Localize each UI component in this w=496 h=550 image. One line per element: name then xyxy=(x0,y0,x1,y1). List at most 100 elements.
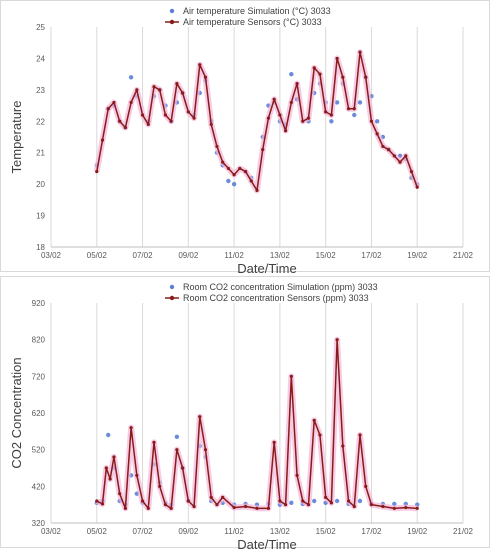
data-point xyxy=(169,119,173,123)
data-point xyxy=(312,418,316,422)
co2-chart-panel: 320 420 520 620 720 820 920 03/02 05/02 07/02 09/0… xyxy=(0,276,490,549)
legend-label: Air temperature Sensors (°C) 3033 xyxy=(183,17,322,27)
series-halo xyxy=(93,49,421,194)
legend-entry: Air temperature Sensors (°C) 3033 xyxy=(165,17,322,27)
data-point xyxy=(404,506,408,510)
x-tick-label: 15/02 xyxy=(316,527,337,536)
data-point xyxy=(106,107,110,111)
data-point xyxy=(140,113,145,117)
temperature-chart-panel: 18 19 20 21 22 23 24 25 03/02 05/02 07/02 09/02 11/0… xyxy=(0,0,490,273)
data-point xyxy=(295,473,299,477)
x-tick-label: 19/02 xyxy=(407,527,428,536)
data-point xyxy=(146,122,150,127)
data-point xyxy=(158,88,162,92)
legend-marker xyxy=(169,19,175,25)
temperature-chart: 18 19 20 21 22 23 24 25 03/02 05/02 07/02 09/02 11/0… xyxy=(9,6,474,273)
data-point xyxy=(215,503,219,507)
x-axis-title: Date/Time xyxy=(237,537,296,549)
data-point xyxy=(375,132,379,136)
x-tick-label: 13/02 xyxy=(270,251,291,260)
data-point xyxy=(181,466,185,470)
series-sensors xyxy=(93,49,421,194)
x-tick-label: 09/02 xyxy=(178,527,199,536)
data-point xyxy=(255,188,259,193)
y-tick-label: 18 xyxy=(36,243,45,252)
y-tick-label: 25 xyxy=(36,23,45,32)
data-point xyxy=(335,338,339,342)
data-point xyxy=(312,66,316,70)
data-point xyxy=(198,415,202,419)
data-point xyxy=(409,169,414,174)
y-tick-label: 22 xyxy=(36,117,45,126)
data-point xyxy=(221,160,225,164)
x-tick-label: 17/02 xyxy=(361,527,382,536)
y-tick-label: 21 xyxy=(36,149,45,158)
data-point xyxy=(381,504,385,509)
data-point xyxy=(272,97,276,101)
data-point xyxy=(112,100,116,105)
data-point xyxy=(352,107,356,111)
data-point xyxy=(392,501,397,507)
data-point xyxy=(192,504,196,509)
data-point xyxy=(341,75,345,79)
data-point xyxy=(301,119,305,123)
data-point xyxy=(192,116,196,120)
data-point xyxy=(295,81,299,86)
data-point xyxy=(135,88,139,92)
y-tick-label: 20 xyxy=(36,180,45,189)
data-point xyxy=(284,129,288,133)
data-point xyxy=(169,506,173,510)
data-point xyxy=(301,499,305,503)
data-point xyxy=(175,81,179,86)
data-point xyxy=(209,495,213,499)
data-point xyxy=(140,499,145,503)
data-point xyxy=(324,495,328,499)
y-tick-label: 620 xyxy=(32,409,46,418)
y-tick-label: 920 xyxy=(32,299,46,308)
x-tick-label: 11/02 xyxy=(224,251,244,260)
legend-label: Air temperature Simulation (°C) 3033 xyxy=(183,6,331,16)
data-point xyxy=(324,110,328,114)
data-point xyxy=(100,138,105,142)
data-point xyxy=(415,506,419,510)
y-tick-label: 520 xyxy=(32,446,46,455)
series-sensors xyxy=(95,336,419,512)
legend-entry: Room CO2 concentration Sensors (ppm) 303… xyxy=(165,293,369,303)
x-tick-label: 05/02 xyxy=(87,527,108,536)
data-point xyxy=(174,434,180,440)
data-point xyxy=(129,426,133,430)
data-point xyxy=(374,119,380,124)
y-tick-label: 19 xyxy=(36,212,45,221)
x-axis-title: Date/Time xyxy=(237,261,296,273)
data-point xyxy=(108,477,112,481)
x-tick-label: 07/02 xyxy=(133,251,154,260)
data-point xyxy=(175,448,179,452)
data-point xyxy=(198,63,202,67)
data-point xyxy=(352,504,356,509)
data-point xyxy=(232,173,236,177)
data-point xyxy=(357,498,363,504)
x-tick-label: 21/02 xyxy=(453,527,474,536)
legend-marker xyxy=(169,8,175,14)
data-point xyxy=(146,506,150,510)
data-point xyxy=(203,448,208,452)
legend-entry: Room CO2 concentration Simulation (ppm) … xyxy=(169,282,378,292)
data-point xyxy=(261,147,265,152)
data-point xyxy=(289,374,293,378)
data-point xyxy=(266,506,271,510)
data-point xyxy=(364,484,368,488)
data-point xyxy=(215,144,219,149)
data-point xyxy=(357,100,363,105)
data-point xyxy=(335,56,339,61)
data-point xyxy=(231,181,237,187)
data-point xyxy=(329,501,333,505)
data-point xyxy=(352,112,357,118)
x-tick-label: 03/02 xyxy=(41,251,62,260)
series-line xyxy=(96,338,418,510)
x-tick-label: 05/02 xyxy=(87,251,108,260)
data-point xyxy=(404,154,408,158)
x-tick-label: 09/02 xyxy=(178,251,199,260)
x-tick-label: 15/02 xyxy=(316,251,337,260)
data-point xyxy=(392,506,396,510)
data-point xyxy=(278,113,282,117)
